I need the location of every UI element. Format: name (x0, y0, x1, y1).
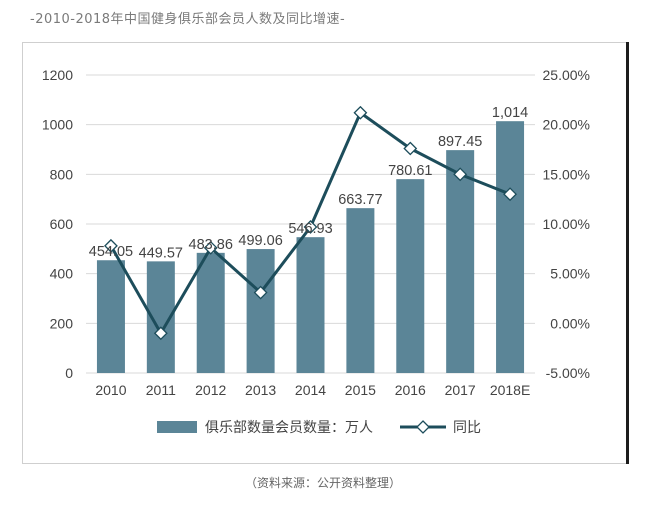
bar (446, 150, 475, 373)
y-left-tick-label: 1000 (42, 117, 73, 133)
x-tick-label: 2016 (395, 382, 426, 398)
source-note: （资料来源：公开资料整理） (244, 476, 401, 490)
legend-bar-swatch (157, 421, 197, 433)
bar-data-label: 1,014 (492, 105, 528, 121)
growth-marker (453, 167, 468, 182)
bar-data-label: 449.57 (139, 245, 183, 261)
x-tick-label: 2014 (295, 382, 326, 398)
bar (496, 121, 525, 373)
y-left-tick-label: 600 (50, 216, 74, 232)
bar-data-label: 483.86 (189, 237, 233, 253)
x-tick-label: 2013 (245, 382, 276, 398)
bar (246, 249, 275, 373)
bar (346, 208, 375, 373)
y-left-tick-label: 0 (65, 365, 73, 381)
y-left-tick-label: 200 (50, 315, 74, 331)
x-tick-label: 2011 (146, 382, 176, 398)
legend-bar-label: 俱乐部数量会员数量：万人 (205, 420, 373, 436)
bar-data-label: 454.05 (89, 244, 133, 260)
growth-marker (104, 238, 118, 253)
y-right-tick-label: 10.00% (543, 216, 590, 232)
bar (396, 179, 425, 373)
bar (96, 260, 125, 373)
bar-data-label: 499.06 (238, 233, 282, 249)
y-left-tick-label: 400 (50, 266, 74, 282)
x-tick-label: 2015 (345, 382, 376, 398)
bar (196, 252, 225, 373)
bar-data-label: 780.61 (388, 163, 432, 179)
y-right-tick-label: 25.00% (543, 67, 590, 83)
growth-marker (353, 105, 368, 120)
y-left-tick-label: 800 (50, 166, 74, 182)
growth-marker (503, 187, 517, 202)
page-title: -2010-2018年中国健身俱乐部会员人数及同比增速- (30, 12, 346, 27)
growth-marker (203, 240, 218, 255)
x-tick-label: 2017 (445, 382, 476, 398)
y-right-tick-label: 15.00% (543, 166, 590, 182)
growth-marker (253, 285, 268, 300)
legend-line-label: 同比 (453, 420, 481, 436)
bar-data-label: 663.77 (338, 192, 382, 208)
bar-data-label: 546.93 (288, 221, 332, 237)
growth-marker (403, 141, 418, 156)
bar (296, 237, 325, 373)
x-tick-label: 2012 (195, 382, 226, 398)
y-right-tick-label: 20.00% (543, 117, 590, 133)
y-right-tick-label: -5.00% (546, 365, 590, 381)
growth-marker (303, 220, 318, 234)
y-right-tick-label: 5.00% (550, 266, 590, 282)
growth-marker (153, 326, 168, 341)
x-tick-label: 2010 (95, 382, 126, 398)
y-right-tick-label: 0.00% (550, 315, 590, 331)
chart-frame-edge (626, 42, 629, 464)
bar-data-label: 897.45 (438, 134, 482, 150)
y-left-tick-label: 1200 (42, 67, 73, 83)
legend-line-marker (416, 420, 430, 434)
x-tick-label: 2018E (490, 382, 530, 398)
